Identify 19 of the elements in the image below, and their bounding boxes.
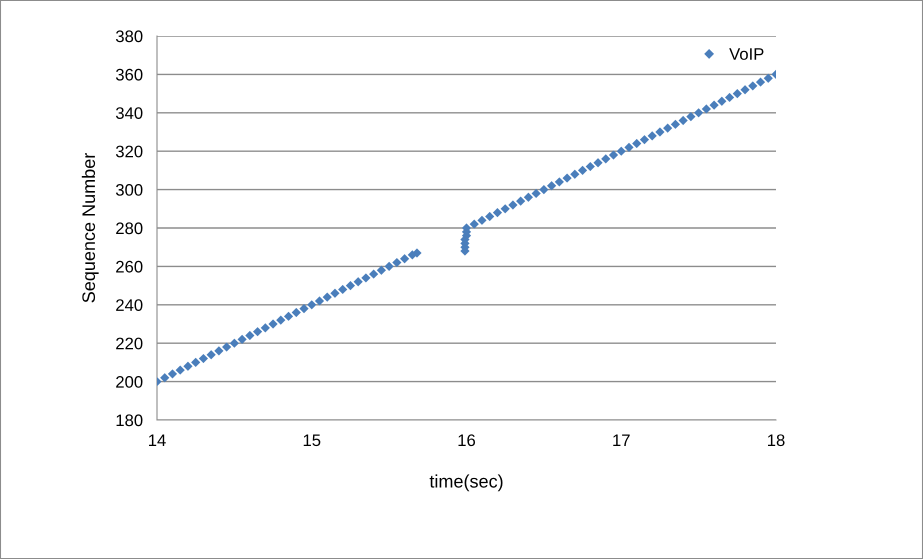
y-tick-label: 220: [116, 338, 142, 350]
x-tick-label: 18: [768, 434, 785, 446]
x-tick-label: 15: [304, 434, 320, 446]
y-tick-label: 180: [116, 414, 142, 426]
y-tick-label: 200: [116, 376, 142, 388]
y-tick-label: 300: [116, 184, 142, 196]
x-tick-label: 17: [613, 434, 630, 446]
y-tick-label: 320: [116, 146, 142, 158]
x-tick-label: 14: [149, 434, 166, 446]
x-tick-label: 16: [458, 434, 476, 446]
y-tick-label: 360: [116, 68, 142, 81]
y-tick-label: 240: [116, 299, 142, 312]
y-axis-title: Sequence Number: [82, 153, 99, 302]
y-tick-label: 380: [116, 30, 142, 42]
legend-label: VoIP: [729, 48, 764, 60]
y-tick-label: 340: [116, 107, 142, 120]
y-tick-label: 260: [116, 260, 142, 273]
x-axis-title: time(sec): [430, 474, 502, 492]
y-tick-label: 280: [116, 222, 142, 234]
